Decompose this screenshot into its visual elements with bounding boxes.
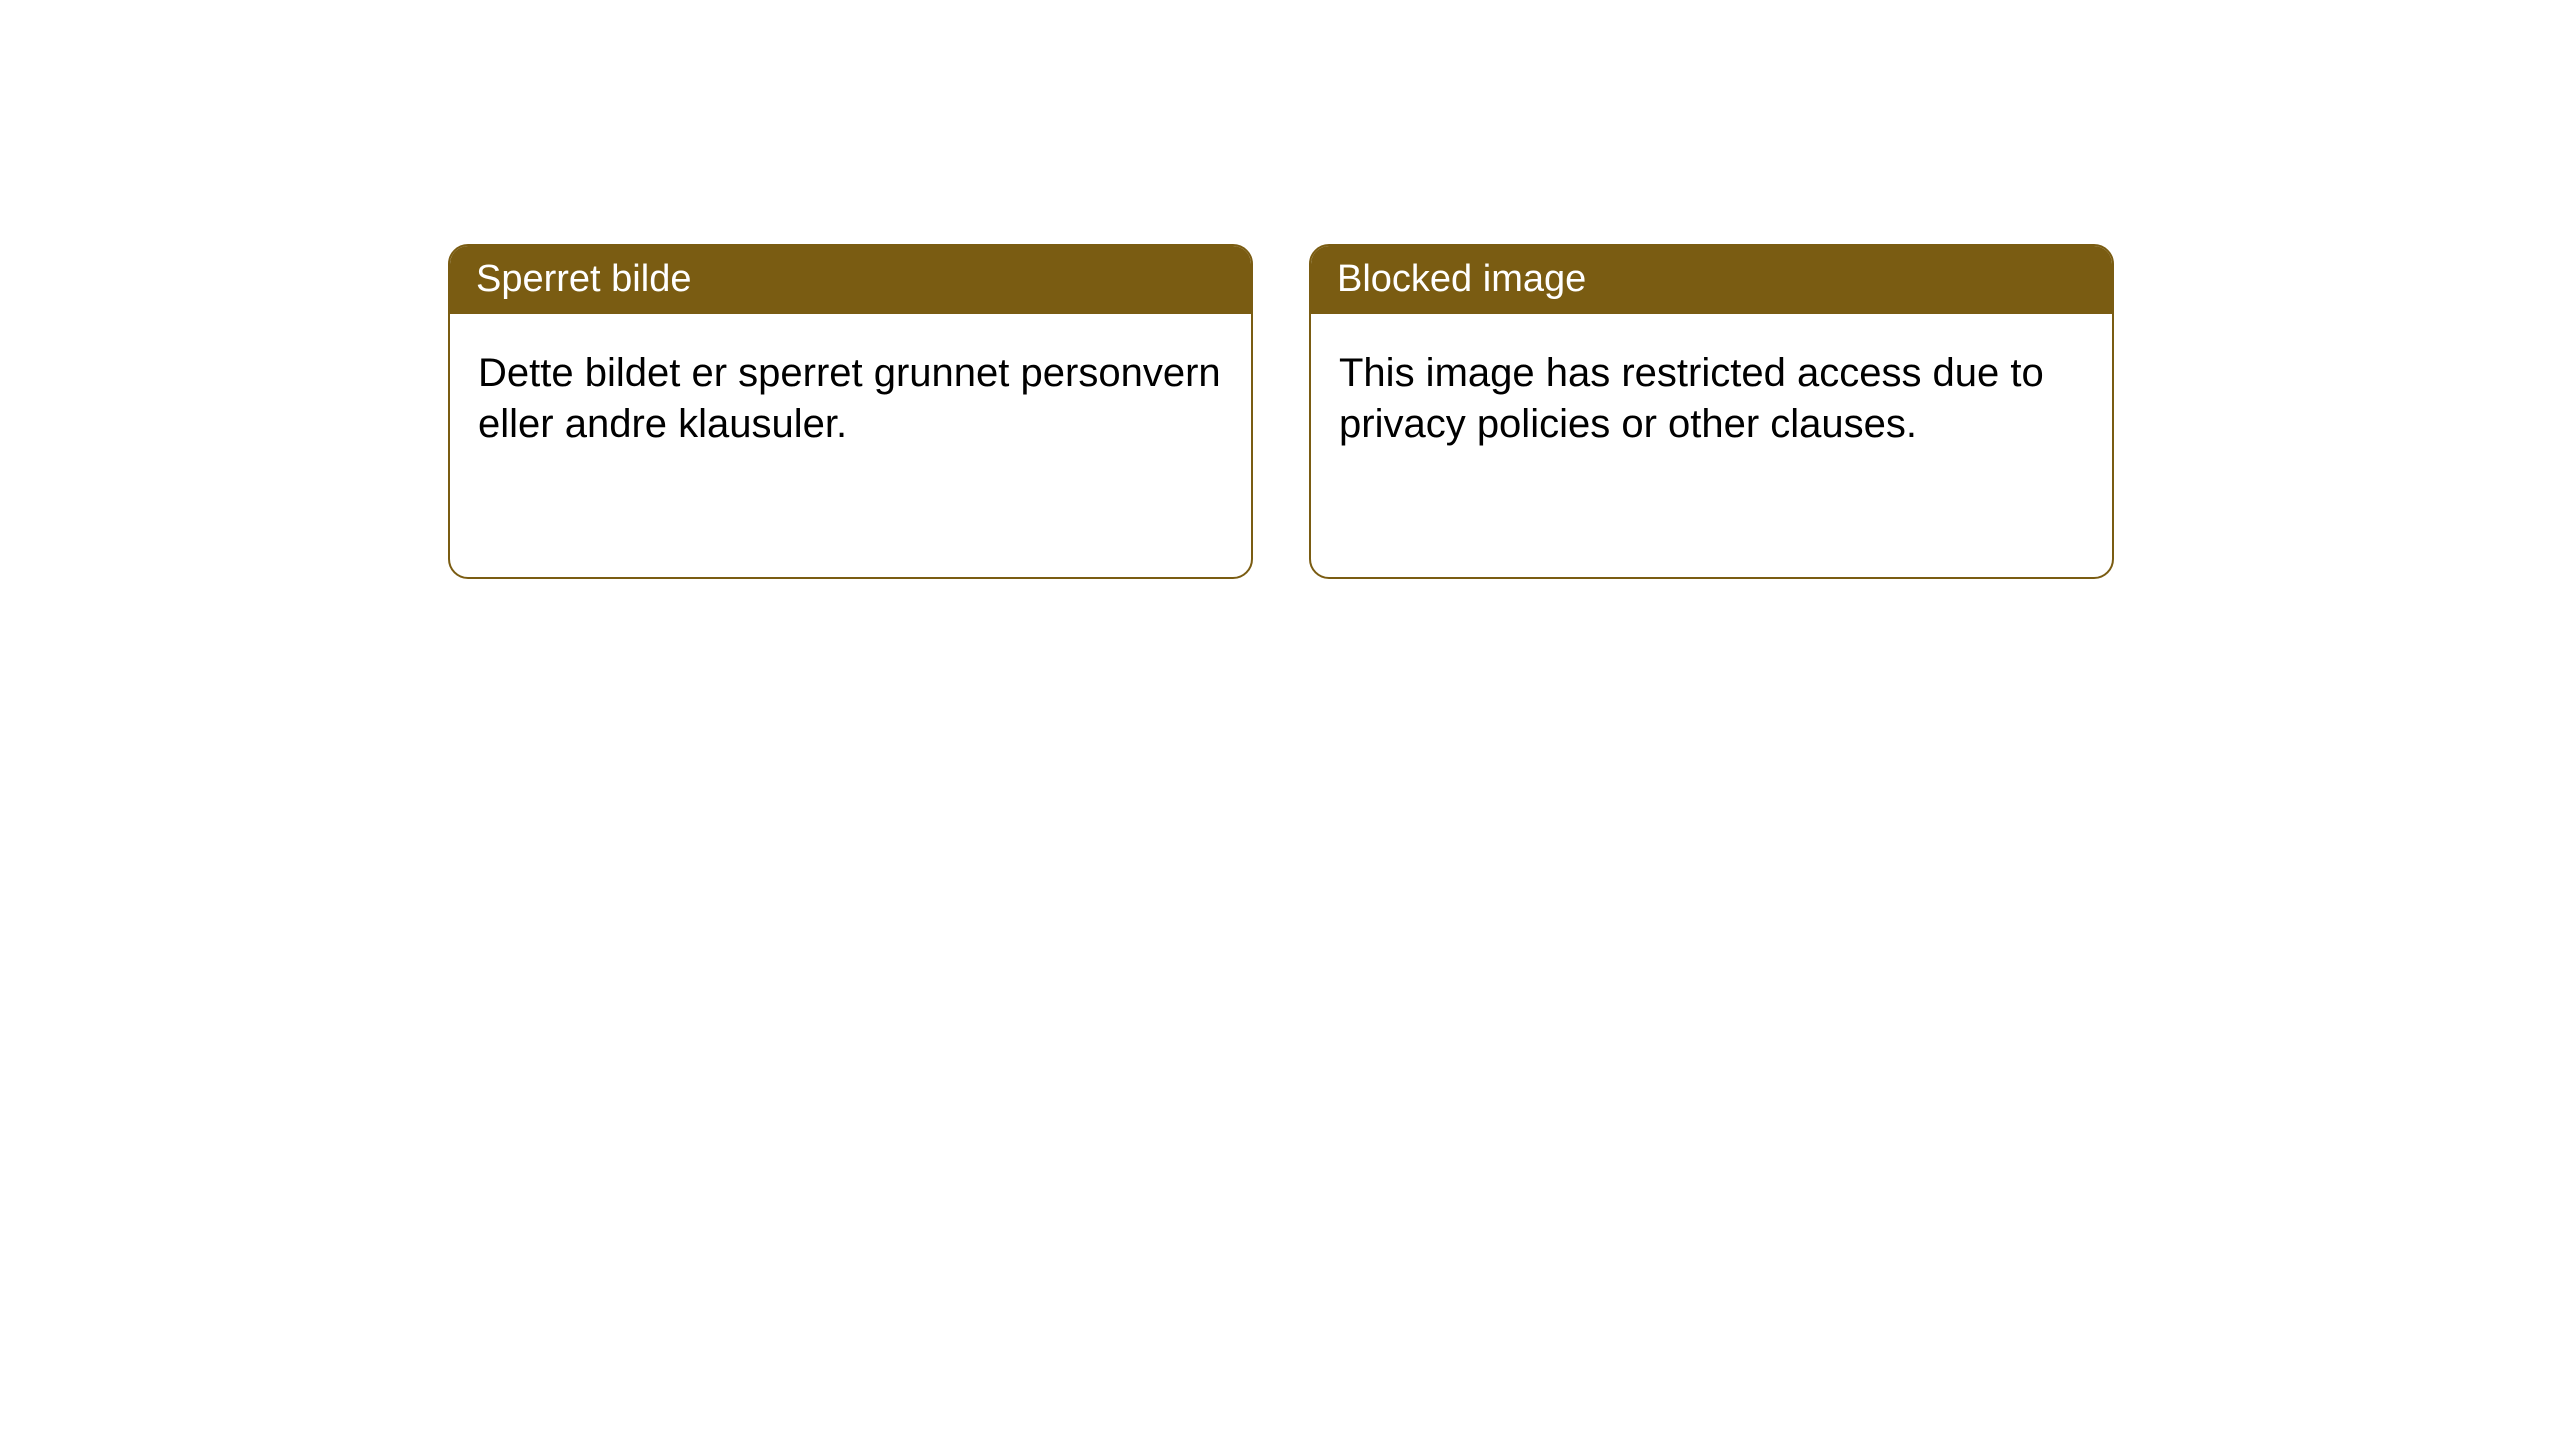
card-header: Blocked image [1311,246,2112,314]
card-message: Dette bildet er sperret grunnet personve… [478,348,1223,450]
cards-container: Sperret bilde Dette bildet er sperret gr… [448,244,2114,579]
card-title: Sperret bilde [476,258,691,300]
card-header: Sperret bilde [450,246,1251,314]
card-body: Dette bildet er sperret grunnet personve… [450,314,1251,484]
card-message: This image has restricted access due to … [1339,348,2084,450]
blocked-image-card-no: Sperret bilde Dette bildet er sperret gr… [448,244,1253,579]
card-title: Blocked image [1337,258,1586,300]
blocked-image-card-en: Blocked image This image has restricted … [1309,244,2114,579]
card-body: This image has restricted access due to … [1311,314,2112,484]
